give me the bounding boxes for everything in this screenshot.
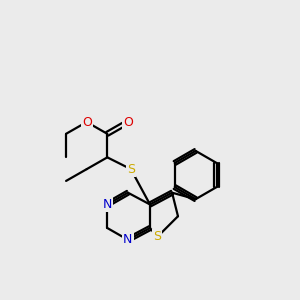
Text: S: S xyxy=(127,163,135,176)
Text: O: O xyxy=(123,116,133,128)
Text: N: N xyxy=(123,233,133,246)
Text: S: S xyxy=(153,230,161,243)
Text: O: O xyxy=(82,116,92,128)
Text: N: N xyxy=(103,198,112,211)
